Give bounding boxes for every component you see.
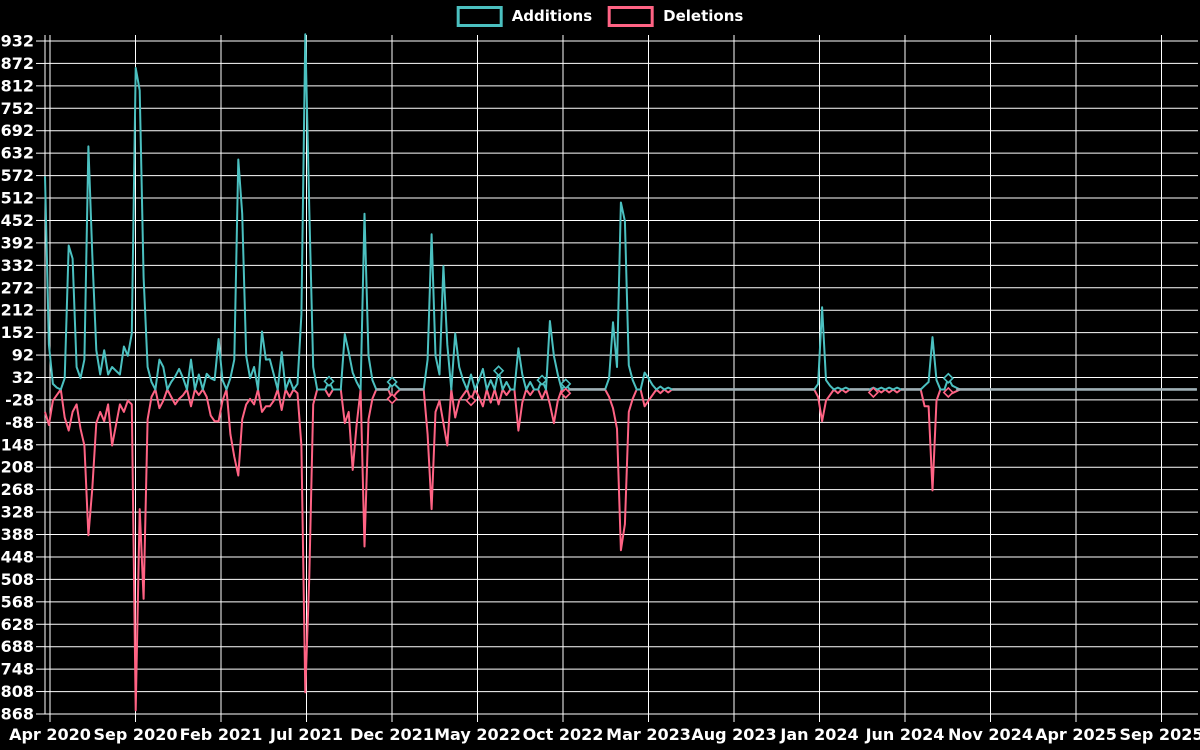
x-tick-label: Jul 2021 xyxy=(269,725,343,744)
deletions-line xyxy=(44,388,1197,712)
y-tick-label: 32 xyxy=(12,368,34,387)
y-tick-label: 632 xyxy=(1,144,34,163)
additions-point-marker xyxy=(323,375,335,387)
y-tick-label: -268 xyxy=(0,480,34,499)
deletions-swatch-icon xyxy=(608,6,655,27)
x-tick-label: Dec 2021 xyxy=(350,725,434,744)
x-tick-label: Feb 2021 xyxy=(180,725,263,744)
x-tick-label: Nov 2024 xyxy=(948,725,1033,744)
y-tick-label: 212 xyxy=(1,301,34,320)
grid-lines xyxy=(45,35,1198,715)
y-tick-label: 812 xyxy=(1,76,34,95)
deletions-point-marker xyxy=(560,387,572,399)
x-tick-label: Mar 2023 xyxy=(606,725,691,744)
y-tick-label: 932 xyxy=(1,32,34,51)
deletions-point-marker xyxy=(465,395,477,407)
deletions-point-marker xyxy=(386,393,398,405)
y-tick-label: 452 xyxy=(1,211,34,230)
additions-point-marker xyxy=(536,374,548,386)
y-tick-label: -748 xyxy=(0,660,34,679)
y-tick-label: -208 xyxy=(0,458,34,477)
y-tick-label: -448 xyxy=(0,547,34,566)
y-tick-label: -808 xyxy=(0,682,34,701)
legend-item-additions[interactable]: Additions xyxy=(456,6,593,27)
x-tick-label: Apr 2025 xyxy=(1035,725,1117,744)
axes xyxy=(36,35,1162,722)
y-tick-label: 272 xyxy=(1,278,34,297)
additions-point-marker xyxy=(386,376,398,388)
legend-label-deletions: Deletions xyxy=(663,7,744,25)
additions-swatch-icon xyxy=(456,6,503,27)
legend-label-additions: Additions xyxy=(511,7,593,25)
y-tick-label: -388 xyxy=(0,525,34,544)
y-tick-label: 572 xyxy=(1,166,34,185)
x-tick-label: Aug 2023 xyxy=(691,725,776,744)
deletions-point-marker xyxy=(942,386,954,399)
legend-item-deletions[interactable]: Deletions xyxy=(608,6,743,27)
x-tick-label: Oct 2022 xyxy=(523,725,604,744)
y-tick-label: -328 xyxy=(0,503,34,522)
y-tick-label: -148 xyxy=(0,435,34,454)
chart-legend: Additions Deletions xyxy=(456,6,743,27)
x-tick-label: Jan 2024 xyxy=(779,725,858,744)
y-tick-label: -88 xyxy=(5,413,34,432)
axis-tick-labels: 932 872 812 752 692 632 572 512 452 392 332 272 212 1… xyxy=(0,32,1200,745)
y-tick-label: -508 xyxy=(0,570,34,589)
y-tick-label: 392 xyxy=(1,233,34,252)
y-tick-label: -568 xyxy=(0,592,34,611)
y-tick-label: 752 xyxy=(1,99,34,118)
x-tick-label: Sep 2025 xyxy=(1120,725,1200,744)
y-tick-label: 872 xyxy=(1,54,34,73)
deletions-point-marker xyxy=(867,386,879,399)
additions-point-marker xyxy=(942,372,954,384)
x-tick-label: Jun 2024 xyxy=(865,725,945,744)
x-tick-label: Apr 2020 xyxy=(9,725,91,744)
y-tick-label: -28 xyxy=(5,390,34,409)
additions-point-marker xyxy=(492,365,505,377)
x-tick-label: May 2022 xyxy=(434,725,521,744)
y-tick-label: 512 xyxy=(1,189,34,208)
y-tick-label: 152 xyxy=(1,323,34,342)
y-tick-label: 92 xyxy=(12,346,34,365)
series-lines xyxy=(44,33,1197,712)
additions-line xyxy=(44,33,1197,391)
y-tick-label: 332 xyxy=(1,256,34,275)
y-tick-label: -868 xyxy=(0,705,34,724)
y-tick-label: -628 xyxy=(0,615,34,634)
y-tick-label: 692 xyxy=(1,121,34,140)
y-tick-label: -688 xyxy=(0,637,34,656)
x-tick-label: Sep 2020 xyxy=(94,725,178,744)
